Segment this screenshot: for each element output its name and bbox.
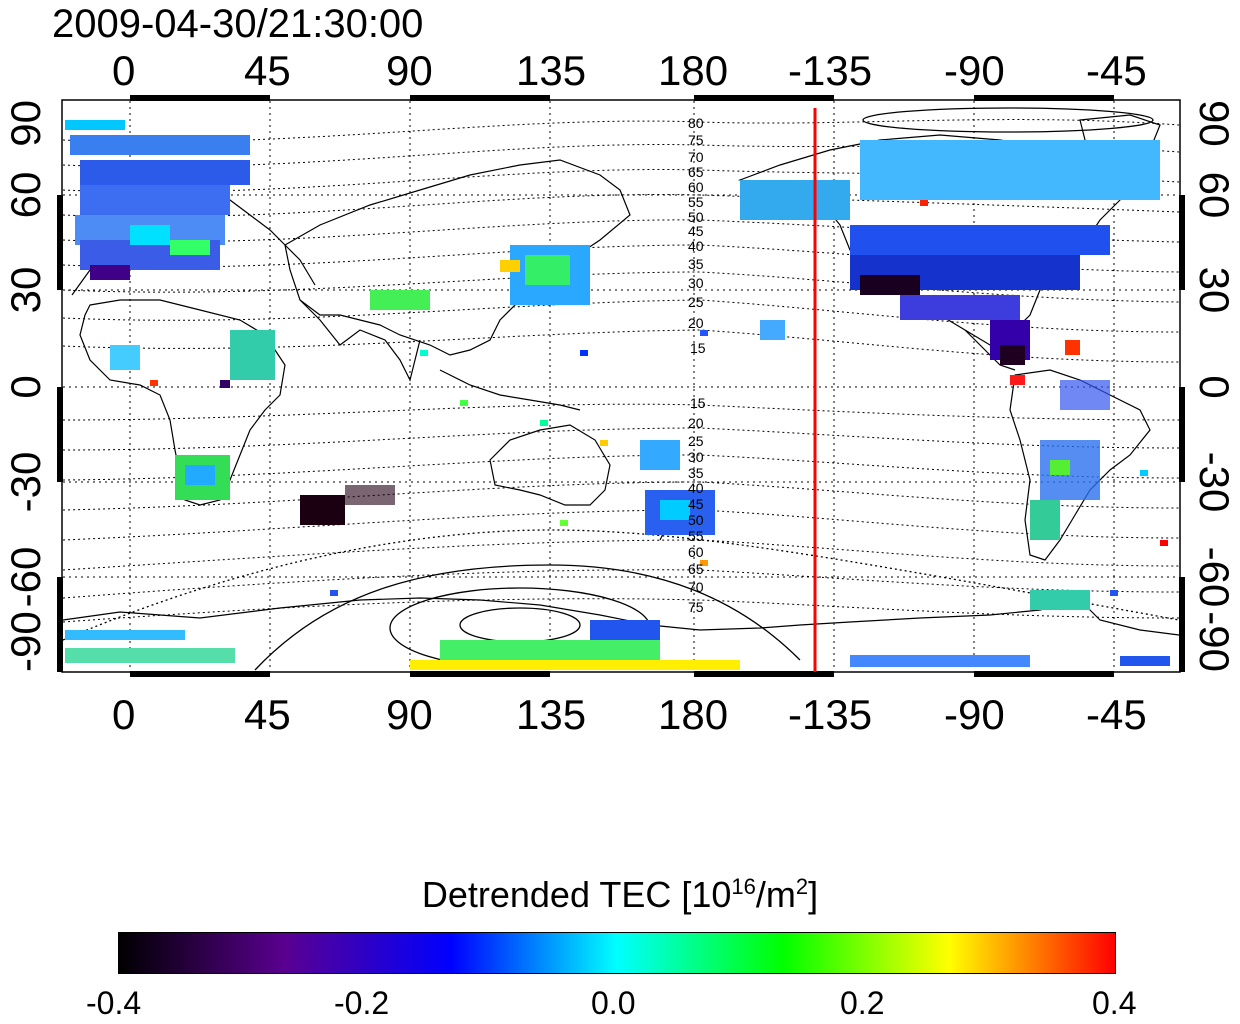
left-lat-label-90: 90 — [2, 100, 49, 147]
colorbar-title-exponent: 16 — [731, 874, 756, 899]
left-lat-label-0: 0 — [2, 375, 49, 398]
contour-label: 65 — [688, 561, 704, 577]
bottom-lon-label-m135: -135 — [788, 691, 873, 738]
right-lat-label-60: 60 — [1191, 172, 1238, 219]
magnetic-contours — [62, 119, 1180, 623]
tec-data-cells — [65, 120, 1170, 670]
contour-label: 40 — [688, 238, 704, 254]
contour-label: 75 — [688, 599, 704, 615]
contour-label: 15 — [690, 340, 706, 356]
contour-label: 50 — [688, 209, 704, 225]
colorbar-title-unit-exponent: 2 — [795, 874, 809, 899]
top-lon-label-m45: -45 — [1086, 47, 1147, 94]
left-lat-label-30: 30 — [2, 267, 49, 314]
contour-label: 25 — [688, 294, 704, 310]
contour-label: 45 — [688, 496, 704, 512]
contour-label: 30 — [688, 449, 704, 465]
bottom-lon-label-135: 135 — [516, 691, 587, 738]
colorbar-tick-label: 0.0 — [591, 985, 636, 1021]
left-lat-label-m30: -30 — [2, 452, 49, 513]
contour-labels-north: 80 75 70 65 60 55 50 45 40 35 30 25 20 1… — [688, 115, 706, 356]
right-lat-label-m30: -30 — [1191, 452, 1238, 513]
contour-label: 70 — [688, 149, 704, 165]
bottom-lon-label-90: 90 — [386, 691, 433, 738]
right-lat-label-m60: -60 — [1191, 547, 1238, 608]
contour-label: 45 — [688, 223, 704, 239]
colorbar-title-unit: /m — [755, 874, 796, 915]
contour-label: 25 — [688, 433, 704, 449]
right-lat-label-0: 0 — [1191, 375, 1238, 398]
colorbar-title: Detrended TEC [1016/m2] — [0, 873, 1240, 917]
left-lat-label-m90: -90 — [2, 611, 49, 672]
bottom-lon-label-45: 45 — [244, 691, 291, 738]
contour-label: 40 — [688, 480, 704, 496]
top-lon-label-135: 135 — [516, 47, 587, 94]
colorbar-title-close: ] — [808, 874, 819, 915]
colorbar-tick-label: 0.2 — [840, 985, 885, 1021]
colorbar-tick-label: -0.4 — [86, 985, 142, 1021]
map-timestamp: 2009-04-30/21:30:00 — [52, 2, 424, 46]
contour-label: 80 — [688, 115, 704, 131]
colorbar-gradient — [118, 932, 1116, 974]
contour-label: 20 — [688, 315, 704, 331]
left-lat-label-60: 60 — [2, 172, 49, 219]
bottom-lon-label-180: 180 — [658, 691, 729, 738]
contour-label: 30 — [688, 275, 704, 291]
bottom-lon-label-0: 0 — [112, 691, 136, 738]
contour-label: 60 — [688, 179, 704, 195]
right-lat-labels: 90 60 30 0 -30 -60 -90 — [1191, 100, 1238, 672]
contour-labels-south: 15 20 25 30 35 40 45 50 55 60 65 70 75 — [688, 395, 706, 615]
contour-label: 70 — [688, 579, 704, 595]
left-lat-labels: 90 60 30 0 -30 -60 -90 — [2, 100, 49, 672]
top-lon-label-m90: -90 — [944, 47, 1005, 94]
contour-label: 50 — [688, 512, 704, 528]
left-lat-label-m60: -60 — [2, 547, 49, 608]
colorbar-tick-label: -0.2 — [334, 985, 390, 1021]
right-lat-label-30: 30 — [1191, 267, 1238, 314]
top-lon-label-m135: -135 — [788, 47, 873, 94]
colorbar-title-text: Detrended TEC [10 — [421, 874, 732, 915]
right-lat-label-90: 90 — [1191, 100, 1238, 147]
top-lon-label-180: 180 — [658, 47, 729, 94]
top-lon-label-0: 0 — [112, 47, 136, 94]
colorbar-tick-label: 0.4 — [1092, 985, 1137, 1021]
contour-label: 75 — [688, 132, 704, 148]
contour-label: 35 — [688, 256, 704, 272]
top-lon-label-45: 45 — [244, 47, 291, 94]
contour-label: 60 — [688, 544, 704, 560]
contour-label: 65 — [688, 164, 704, 180]
top-lon-label-90: 90 — [386, 47, 433, 94]
contour-label: 55 — [688, 194, 704, 210]
bottom-lon-label-m45: -45 — [1086, 691, 1147, 738]
graticule — [63, 101, 1179, 671]
contour-label: 55 — [688, 528, 704, 544]
bottom-lon-label-m90: -90 — [944, 691, 1005, 738]
right-lat-label-m90: -90 — [1191, 611, 1238, 672]
contour-label: 15 — [690, 395, 706, 411]
contour-label: 20 — [688, 415, 704, 431]
contour-label: 35 — [688, 465, 704, 481]
axis-tick-bars — [57, 95, 1185, 677]
